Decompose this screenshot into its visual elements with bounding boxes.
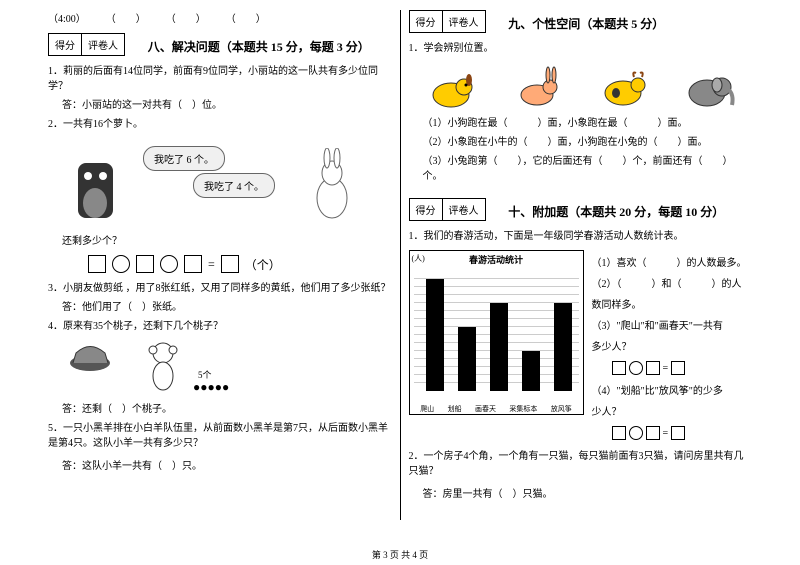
chart-container: (人) 春游活动统计 爬山 划船 画春天 采集标本 放风筝 （1）喜欢（ ）的人数最多。… [409,250,753,443]
q10-r3: （3）"爬山"和"画春天"一共有 [592,319,753,334]
section-10-title: 十、附加题（本题共 20 分，每题 10 分） [508,203,724,220]
unit-label: （个） [245,256,281,273]
square-shape [221,255,239,273]
square-shape [646,361,660,375]
cow-icon [596,65,651,110]
square-shape [612,426,626,440]
chart-bar [490,303,508,391]
chart-bar [554,303,572,391]
q8-1: 1．莉丽的后面有14位同学，前面有9位同学，小丽站的这一队共有多少位同学？ [48,64,392,94]
square-shape [88,255,106,273]
q9-1: 1．学会辨别位置。 [409,41,753,56]
q10-1: 1．我们的春游活动，下面是一年级同学春游活动人数统计表。 [409,229,753,244]
rabbit-running-icon [510,65,565,110]
speech-illustration: 我吃了 6 个。 我吃了 4 个。 [48,138,392,228]
page-footer: 第 3 页 共 4 页 [0,548,800,561]
circle-shape [160,255,178,273]
chart-bar [458,327,476,391]
score-label: 得分 [410,11,443,32]
square-shape [671,361,685,375]
speech-bubble-2: 我吃了 4 个。 [193,173,275,198]
square-shape [646,426,660,440]
chart-label: 采集标本 [509,404,537,414]
chart-label: 爬山 [420,404,434,414]
square-shape [136,255,154,273]
q8-4-ans: 答：还剩（ ）个桃子。 [62,402,392,417]
equation-shapes-1: = （个） [88,255,392,273]
square-shape [612,361,626,375]
chart-bar [522,351,540,391]
equals-sign: = [663,428,669,439]
y-axis-label: (人) [412,253,425,264]
q10-2-ans: 答：房里一共有（ ）只猫。 [423,487,753,502]
q10-r2b: 数同样多。 [592,298,753,313]
q10-r3b: 多少人？ [592,340,753,355]
speech-bubble-1: 我吃了 6 个。 [143,146,225,171]
chart-questions: （1）喜欢（ ）的人数最多。 （2）（ ）和（ ）的人 数同样多。 （3）"爬山… [584,250,753,443]
q10-2: 2．一个房子4个角，一个角有一只猫，每只猫前面有3只猫，请问房里共有几只猫？ [409,449,753,479]
circle-shape [629,426,643,440]
q8-1-ans: 答：小丽站的这一对共有（ ）位。 [62,98,392,113]
equation-shapes-3: = [612,426,686,440]
score-label: 得分 [410,199,443,220]
q10-r2: （2）（ ）和（ ）的人 [592,277,753,292]
monkey-icon [138,338,188,393]
chart-label: 画春天 [475,404,496,414]
score-box-8: 得分 评卷人 [48,33,125,56]
chart-label: 划船 [448,404,462,414]
q9-line1: （1）小狗跑在最（ ）面，小象跑在最（ ）面。 [423,116,753,131]
circle-shape [112,255,130,273]
basket-icon [68,338,113,373]
grader-label: 评卷人 [82,34,124,55]
rabbit-icon [302,148,362,223]
equation-shapes-2: = [612,361,686,375]
square-shape [671,426,685,440]
q8-5-ans: 答：这队小羊一共有（ ）只。 [62,459,392,474]
score-box-9: 得分 评卷人 [409,10,486,33]
time-row: （4:00） （ ） （ ） （ ） [48,10,392,25]
q10-r4b: 少人？ [592,405,753,420]
q9-line3: （3）小兔跑第（ ），它的后面还有（ ）个，前面还有（ ）个。 [423,154,753,184]
q8-3-ans: 答：他们用了（ ）张纸。 [62,300,392,315]
q8-2-ask: 还剩多少个？ [62,234,392,249]
q8-4: 4．原来有35个桃子，还剩下几个桃子？ [48,319,392,334]
chart-label: 放风筝 [551,404,572,414]
square-shape [184,255,202,273]
q8-2: 2．一共有16个萝卜。 [48,117,392,132]
q10-r4: （4）"划船"比"放风筝"的少多 [592,384,753,399]
q9-line2: （2）小象跑在小牛的（ ）面，小狗跑在小兔的（ ）面。 [423,135,753,150]
grader-label: 评卷人 [443,199,485,220]
q10-r1: （1）喜欢（ ）的人数最多。 [592,256,753,271]
q8-5: 5．一只小黑羊排在小白羊队伍里，从前面数小黑羊是第7只，从后面数小黑羊是第4只。… [48,421,392,451]
grader-label: 评卷人 [443,11,485,32]
elephant-icon [682,65,737,110]
bear-icon [68,158,123,223]
score-label: 得分 [49,34,82,55]
bar-chart: (人) 春游活动统计 爬山 划船 画春天 采集标本 放风筝 [409,250,584,415]
q8-3: 3．小朋友做剪纸 ，用了8张红纸，又用了同样多的黄纸，他们用了多少张纸？ [48,281,392,296]
equals-sign: = [663,363,669,374]
peach-icons: ●●●●● [193,380,229,395]
score-box-10: 得分 评卷人 [409,198,486,221]
circle-shape [629,361,643,375]
equals-sign: = [208,257,215,272]
section-8-title: 八、解决问题（本题共 15 分，每题 3 分） [148,38,370,55]
section-9-title: 九、个性空间（本题共 5 分） [508,15,664,32]
chart-bar [426,279,444,391]
dog-icon [424,65,479,110]
chart-title: 春游活动统计 [410,251,583,268]
animals-illustration [409,62,753,110]
monkey-illustration: 5个 ●●●●● [68,338,392,398]
